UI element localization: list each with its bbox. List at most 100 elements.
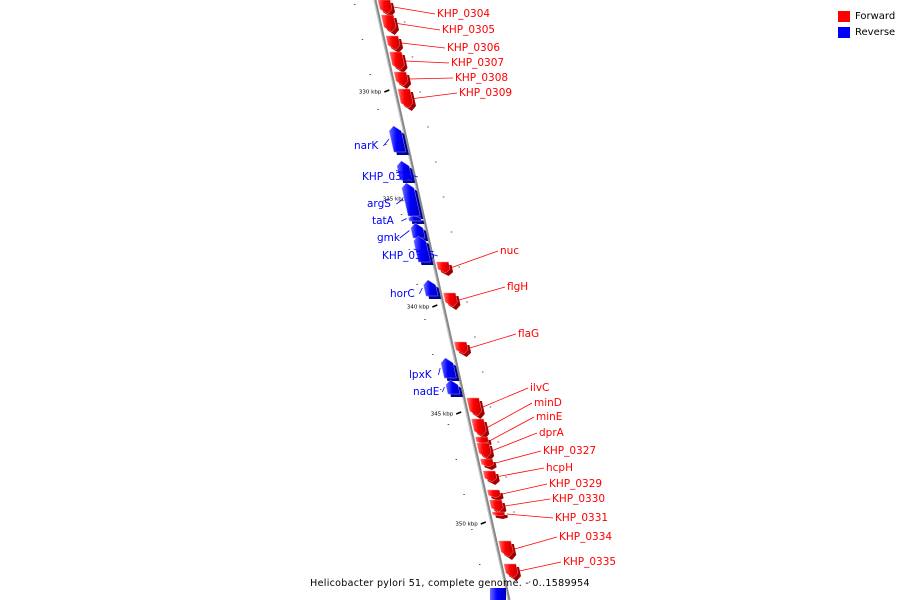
gene-label[interactable]: narK [354,140,379,152]
gene-arrow[interactable] [466,397,483,417]
gene-arrow[interactable] [396,160,413,181]
gene-label[interactable]: lpxK [409,369,433,381]
gene-arrow[interactable] [480,458,494,468]
gene-leader-line [442,386,445,393]
gene-khp_0309[interactable]: KHP_0309 [397,87,512,111]
gene-tata[interactable]: tatA [372,215,425,227]
gene-khp_0329[interactable]: KHP_0329 [487,478,602,501]
gene-arrow[interactable] [408,215,422,222]
gene-label[interactable]: horC [390,288,415,300]
gene-label[interactable]: KHP_0334 [559,531,612,543]
gene-leader-line [492,432,538,451]
gene-khp_0307[interactable]: KHP_0307 [389,51,504,73]
scale-tick-mark [480,521,487,525]
gene-dpra[interactable]: dprA [476,427,565,461]
gene-arrow[interactable] [471,418,487,437]
legend-label-forward: Forward [855,11,896,22]
gene-hcph[interactable]: hcpH [482,462,573,485]
gene-label[interactable]: KHP_0309 [459,87,512,99]
gene-label[interactable]: KHP_0311 [362,171,415,183]
minor-tick [369,74,372,75]
gene-label[interactable]: flaG [518,328,539,340]
gene-khp_0331[interactable]: KHP_0331 [492,511,608,524]
minor-tick [481,371,484,373]
gene-nuc[interactable]: nuc [436,245,520,276]
gene-leader-line [419,287,423,295]
gene-khp_0308[interactable]: KHP_0308 [393,71,508,89]
gene-arrow[interactable] [476,442,492,459]
gene-horc[interactable]: horC [390,279,442,300]
gene-arrow[interactable] [487,489,501,499]
reverse-gene-offscreen[interactable] [490,588,506,600]
gene-label[interactable]: KHP_0335 [563,556,616,568]
gene-label[interactable]: flgH [507,281,528,293]
minor-tick [478,564,481,565]
minor-tick [442,196,445,198]
gene-arrow[interactable] [388,125,407,153]
gene-arrow[interactable] [498,540,514,558]
gene-label[interactable]: KHP_0330 [552,493,605,505]
gene-nade[interactable]: nadE [413,379,463,398]
minor-tick [400,214,403,215]
gene-khp_0334[interactable]: KHP_0334 [498,531,613,560]
scale-tick-mark [432,304,438,308]
gene-arrow[interactable] [397,88,414,109]
gene-khp_0327[interactable]: KHP_0327 [480,445,596,470]
gene-nark[interactable]: narK [354,125,409,155]
gene-arrow[interactable] [436,261,451,274]
gene-khp_0305[interactable]: KHP_0305 [381,14,495,36]
gene-label[interactable]: KHP_0327 [543,445,596,457]
gene-label[interactable]: KHP_0308 [455,72,508,84]
gene-leader-line [487,402,533,428]
gene-arrow[interactable] [423,279,439,297]
gene-arrow[interactable] [454,341,469,355]
gene-ilvc[interactable]: ilvC [466,382,550,419]
gene-arrow[interactable] [445,379,461,395]
gene-label[interactable]: tatA [372,215,395,227]
gene-label[interactable]: KHP_0329 [549,478,602,490]
gene-arrow[interactable] [482,470,498,483]
gene-arrow[interactable] [389,51,405,71]
gene-lpxk[interactable]: lpxK [409,357,460,381]
minor-tick [458,266,461,268]
gene-label[interactable]: argS [367,198,391,210]
gene-label[interactable]: ilvC [530,382,549,394]
gene-mind[interactable]: minD [471,397,562,439]
gene-label[interactable]: KHP_0331 [555,512,608,524]
gene-arrow[interactable] [381,14,397,33]
legend: Forward Reverse [838,9,895,41]
gene-leader-line [469,333,517,349]
gene-arrow[interactable] [385,35,401,51]
gene-arrow[interactable] [413,235,431,263]
gene-label[interactable]: KHP_0304 [437,8,490,20]
gene-khp_0304[interactable]: KHP_0304 [377,0,490,20]
gene-label[interactable]: KHP_0307 [451,57,504,69]
gene-label[interactable]: KHP_0306 [447,42,500,54]
gene-arrow[interactable] [440,357,457,379]
gene-label[interactable]: KHP_0315 [382,250,435,262]
gene-arrow[interactable] [377,0,393,15]
gene-label[interactable]: hcpH [546,462,573,474]
gene-khp_0306[interactable]: KHP_0306 [385,35,500,54]
gene-arrow[interactable] [503,563,519,579]
gene-khp_0335[interactable]: KHP_0335 [503,556,616,581]
gene-arrow[interactable] [393,71,409,87]
gene-flag[interactable]: flaG [454,328,539,357]
gene-khp_0311[interactable]: KHP_0311 [362,160,418,183]
scale-tick-mark [384,89,390,93]
gene-arrow[interactable] [489,499,504,513]
gene-label[interactable]: minD [534,397,562,409]
gene-label[interactable]: nuc [500,245,519,257]
minor-tick [353,4,356,5]
gene-label[interactable]: dprA [539,427,565,439]
minor-tick [471,529,473,530]
gene-label[interactable]: KHP_0305 [442,24,495,36]
gene-flgh[interactable]: flgH [443,281,528,310]
gene-label[interactable]: minE [536,411,562,423]
gene-label[interactable]: gmk [377,232,401,244]
gene-arrow[interactable] [443,292,458,308]
gene-khp_0315[interactable]: KHP_0315 [382,235,438,265]
gene-label[interactable]: nadE [413,386,439,398]
gene-arrow[interactable] [492,511,506,517]
